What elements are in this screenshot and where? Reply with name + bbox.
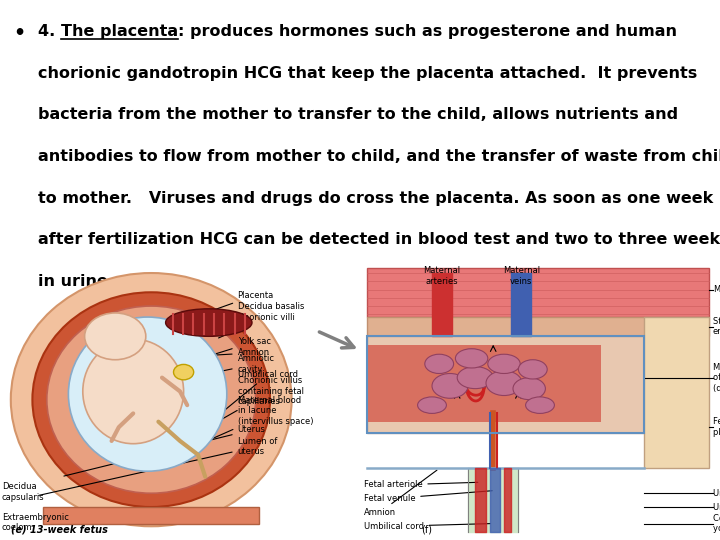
Ellipse shape: [11, 273, 292, 526]
Text: Maternal blood
in lacune
(intervillus space): Maternal blood in lacune (intervillus sp…: [154, 396, 313, 464]
Text: Fetal arteriole: Fetal arteriole: [364, 481, 478, 489]
Text: Umbilical vein: Umbilical vein: [713, 503, 720, 511]
Text: Decidua basalis: Decidua basalis: [197, 301, 304, 327]
Ellipse shape: [457, 367, 493, 389]
Text: Fetal venule: Fetal venule: [364, 491, 492, 503]
Text: Myometrium: Myometrium: [713, 285, 720, 294]
Ellipse shape: [83, 339, 184, 444]
Text: Umbilical cord: Umbilical cord: [189, 370, 297, 439]
Text: Chorionic villus
containing fetal
capillaries: Chorionic villus containing fetal capill…: [171, 376, 304, 448]
Ellipse shape: [68, 317, 227, 471]
Bar: [367, 336, 644, 433]
Ellipse shape: [47, 306, 256, 493]
Text: Umbilical arteries: Umbilical arteries: [713, 489, 720, 498]
Ellipse shape: [518, 360, 547, 379]
Text: chorionic gandotropin HCG that keep the placenta attached.  It prevents: chorionic gandotropin HCG that keep the …: [38, 66, 698, 81]
Text: Amnion: Amnion: [208, 348, 270, 357]
Bar: [367, 336, 644, 433]
Text: antibodies to flow from mother to child, and the transfer of waste from child: antibodies to flow from mother to child,…: [38, 149, 720, 164]
Ellipse shape: [455, 349, 488, 368]
Text: Fetal portion of
placenta (chorion): Fetal portion of placenta (chorion): [713, 417, 720, 437]
Bar: [43, 507, 259, 524]
Text: Yolk sac: Yolk sac: [186, 338, 271, 363]
Bar: [644, 317, 709, 469]
Text: Maternal portion
of placenta
(decidua basals): Maternal portion of placenta (decidua ba…: [713, 363, 720, 393]
Ellipse shape: [32, 292, 270, 507]
Text: •: •: [13, 24, 25, 43]
Bar: [367, 267, 709, 317]
Ellipse shape: [166, 309, 252, 336]
Text: Umbilical cord: Umbilical cord: [364, 522, 490, 531]
Text: in urine.: in urine.: [38, 274, 114, 289]
Text: Amniotic
cavity: Amniotic cavity: [154, 354, 274, 386]
Text: : produces hormones such as progesterone and human: : produces hormones such as progesterone…: [178, 24, 677, 39]
Text: Maternal
veins: Maternal veins: [503, 266, 540, 286]
Text: 4.: 4.: [38, 24, 61, 39]
Ellipse shape: [432, 374, 468, 399]
Text: Decidua
capsularis: Decidua capsularis: [1, 482, 45, 502]
Text: Placenta: Placenta: [204, 291, 274, 313]
Ellipse shape: [425, 354, 454, 374]
Text: Connection to
yolk sac: Connection to yolk sac: [713, 514, 720, 533]
Text: Maternal
arteries: Maternal arteries: [423, 266, 461, 286]
Bar: [367, 345, 601, 422]
Ellipse shape: [486, 371, 522, 395]
Text: bacteria from the mother to transfer to the child, allows nutrients and: bacteria from the mother to transfer to …: [38, 107, 678, 123]
Text: to mother.   Viruses and drugs do cross the placenta. As soon as one week: to mother. Viruses and drugs do cross th…: [38, 191, 714, 206]
FancyArrowPatch shape: [320, 332, 354, 348]
Ellipse shape: [488, 354, 521, 374]
Circle shape: [174, 364, 194, 380]
Text: after fertilization HCG can be detected in blood test and two to three weeks: after fertilization HCG can be detected …: [38, 232, 720, 247]
Text: Uterus: Uterus: [64, 426, 266, 476]
Text: Chorionic villi: Chorionic villi: [219, 313, 294, 338]
Bar: [367, 317, 709, 336]
Text: Lumen of
uterus: Lumen of uterus: [39, 437, 277, 495]
Text: (f): (f): [421, 524, 432, 535]
Text: The placenta: The placenta: [61, 24, 178, 39]
Circle shape: [85, 313, 145, 360]
Text: (e) 13-week fetus: (e) 13-week fetus: [11, 524, 108, 535]
Text: Amnion: Amnion: [364, 470, 437, 517]
Ellipse shape: [513, 377, 546, 400]
Text: Stratum basalis of
endometrium: Stratum basalis of endometrium: [713, 317, 720, 336]
Ellipse shape: [418, 397, 446, 414]
Text: Extraembryonic
coelom: Extraembryonic coelom: [1, 512, 68, 532]
Ellipse shape: [526, 397, 554, 414]
